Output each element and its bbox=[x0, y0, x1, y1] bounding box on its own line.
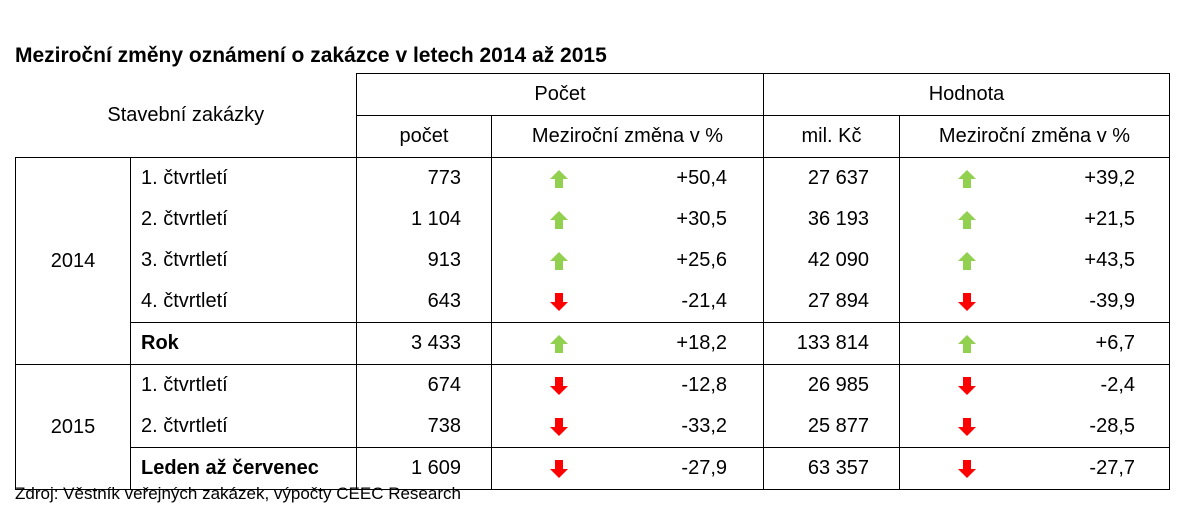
value-change-cell: +39,2 bbox=[1033, 157, 1170, 199]
row-label: 4. čtvrtletí bbox=[141, 290, 228, 312]
table-row: Rok 3 433 +18,2 133 814 +6,7 bbox=[16, 322, 1170, 365]
value-trend-cell bbox=[899, 364, 1034, 406]
value-cell: 63 357 bbox=[763, 447, 900, 490]
value-cell: 133 814 bbox=[763, 322, 900, 365]
count-trend-cell bbox=[492, 199, 627, 240]
count-change-cell: -21,4 bbox=[626, 281, 764, 323]
count-change-cell: +18,2 bbox=[626, 322, 764, 365]
count-trend-cell bbox=[491, 322, 627, 365]
value-trend-cell bbox=[900, 199, 1034, 240]
count-trend-cell bbox=[491, 364, 627, 406]
arrow-down-icon bbox=[957, 292, 976, 311]
row-label: 2. čtvrtletí bbox=[141, 208, 228, 230]
value-change-cell: -39,9 bbox=[1033, 281, 1170, 323]
count-change-cell: -27,9 bbox=[626, 447, 764, 490]
value-change-cell: +6,7 bbox=[1033, 322, 1170, 365]
row-label: Rok bbox=[130, 322, 357, 365]
table-row: 3. čtvrtletí 913 +25,6 42 090 +43,5 bbox=[16, 240, 1170, 281]
table-row: 2014 1. čtvrtletí 773 +50,4 27 637 +39,2 bbox=[15, 157, 1170, 365]
value-cell: 27 894 bbox=[763, 281, 900, 323]
table-body: 2014 1. čtvrtletí 773 +50,4 27 637 +39,2 2. čt… bbox=[15, 157, 1170, 490]
count-cell: 1 104 bbox=[356, 199, 492, 240]
arrow-down-icon bbox=[957, 459, 976, 478]
count-trend-cell bbox=[491, 447, 627, 490]
count-cell: 773 bbox=[356, 157, 492, 199]
count-cell: 913 bbox=[356, 240, 492, 281]
arrow-up-icon bbox=[550, 334, 569, 353]
row-label: 1. čtvrtletí bbox=[130, 364, 357, 406]
value-trend-cell bbox=[900, 406, 1034, 448]
value-cell: 42 090 bbox=[763, 240, 900, 281]
year-cell: 2015 bbox=[15, 364, 131, 490]
count-cell: 643 bbox=[356, 281, 492, 323]
count-change-cell: +50,4 bbox=[626, 157, 764, 199]
arrow-up-icon bbox=[957, 210, 976, 229]
year-cell: 2014 bbox=[15, 157, 131, 365]
table-title: Meziroční změny oznámení o zakázce v let… bbox=[15, 44, 607, 67]
count-trend-cell bbox=[492, 281, 627, 323]
table-row: 2. čtvrtletí 1 104 +30,5 36 193 +21,5 bbox=[16, 199, 1170, 240]
col-header-count: počet bbox=[356, 115, 492, 158]
value-trend-cell bbox=[899, 322, 1034, 365]
arrow-up-icon bbox=[550, 251, 569, 270]
arrow-up-icon bbox=[957, 334, 976, 353]
count-change-cell: +30,5 bbox=[626, 199, 764, 240]
count-change-cell: -33,2 bbox=[626, 406, 764, 448]
count-change-cell: +25,6 bbox=[626, 240, 764, 281]
value-cell: 27 637 bbox=[763, 157, 900, 199]
arrow-down-icon bbox=[550, 417, 569, 436]
arrow-up-icon bbox=[550, 210, 569, 229]
count-trend-cell bbox=[491, 157, 627, 199]
count-change-cell: -12,8 bbox=[626, 364, 764, 406]
data-table: Stavební zakázky Počet Hodnota počet Mez… bbox=[15, 73, 1170, 490]
count-cell: 674 bbox=[356, 364, 492, 406]
value-change-cell: +43,5 bbox=[1033, 240, 1170, 281]
group-header-value: Hodnota bbox=[763, 73, 1170, 116]
count-cell: 3 433 bbox=[356, 322, 492, 365]
col-header-count-change: Meziroční změna v % bbox=[491, 115, 764, 158]
value-cell: 25 877 bbox=[763, 406, 900, 448]
table-row: 4. čtvrtletí 643 -21,4 27 894 -39,9 bbox=[16, 281, 1170, 323]
value-cell: 36 193 bbox=[763, 199, 900, 240]
row-label: 2. čtvrtletí bbox=[141, 415, 228, 437]
value-change-cell: -28,5 bbox=[1033, 406, 1170, 448]
value-trend-cell bbox=[899, 447, 1034, 490]
group-header-count: Počet bbox=[356, 73, 764, 116]
value-trend-cell bbox=[900, 240, 1034, 281]
value-cell: 26 985 bbox=[763, 364, 900, 406]
stub-header: Stavební zakázky bbox=[15, 73, 357, 158]
arrow-down-icon bbox=[550, 292, 569, 311]
value-trend-cell bbox=[900, 281, 1034, 323]
arrow-down-icon bbox=[550, 376, 569, 395]
arrow-down-icon bbox=[957, 376, 976, 395]
source-note: Zdroj: Věstník veřejných zakázek, výpočt… bbox=[15, 484, 461, 503]
arrow-down-icon bbox=[957, 417, 976, 436]
table-row: Leden až červenec 1 609 -27,9 63 357 -27,7 bbox=[16, 447, 1170, 490]
arrow-up-icon bbox=[957, 169, 976, 188]
count-trend-cell bbox=[492, 406, 627, 448]
col-header-value-change: Meziroční změna v % bbox=[899, 115, 1170, 158]
count-cell: 738 bbox=[356, 406, 492, 448]
table-row: 2. čtvrtletí 738 -33,2 25 877 -28,5 bbox=[16, 406, 1170, 448]
count-trend-cell bbox=[492, 240, 627, 281]
arrow-up-icon bbox=[550, 169, 569, 188]
value-trend-cell bbox=[899, 157, 1034, 199]
value-change-cell: +21,5 bbox=[1033, 199, 1170, 240]
row-label: Leden až červenec bbox=[130, 447, 357, 490]
value-change-cell: -2,4 bbox=[1033, 364, 1170, 406]
col-header-value: mil. Kč bbox=[763, 115, 900, 158]
count-cell: 1 609 bbox=[356, 447, 492, 490]
row-label: 3. čtvrtletí bbox=[141, 249, 228, 271]
value-change-cell: -27,7 bbox=[1033, 447, 1170, 490]
arrow-up-icon bbox=[957, 251, 976, 270]
row-label: 1. čtvrtletí bbox=[130, 157, 357, 199]
arrow-down-icon bbox=[550, 459, 569, 478]
table-row: 2015 1. čtvrtletí 674 -12,8 26 985 -2,4 bbox=[15, 364, 1170, 490]
